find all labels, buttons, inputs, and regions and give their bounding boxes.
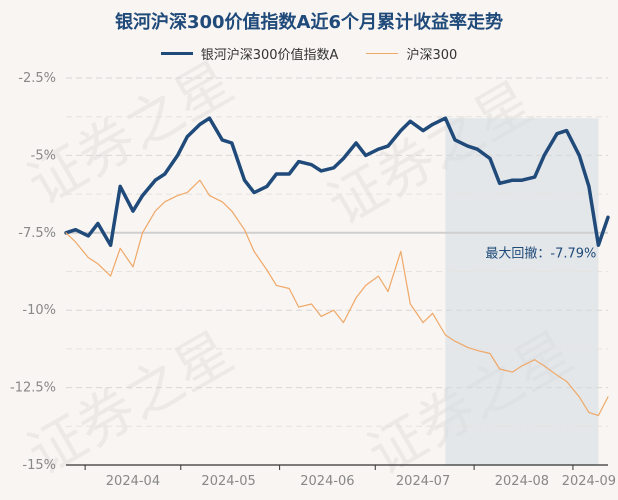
x-tick-label: 2024-07: [396, 474, 450, 489]
legend-label-fund: 银河沪深300价值指数A: [200, 48, 339, 63]
y-tick-label: -7.5%: [18, 226, 56, 241]
drawdown-layer: [445, 118, 599, 466]
y-tick-label: -5%: [31, 148, 56, 163]
x-tick-label: 2024-09: [562, 474, 616, 489]
y-tick-label: -15%: [22, 458, 56, 473]
legend-item-fund[interactable]: 银河沪深300价值指数A: [160, 44, 339, 63]
axis-layer: -2.5% -5% -7.5% -10% -12.5% -15% 2024-04 2024-0…: [10, 71, 616, 489]
legend-item-index[interactable]: 沪深300: [366, 44, 457, 63]
grid-layer: [66, 77, 608, 427]
chart-title: 银河沪深300价值指数A近6个月累计收益率走势: [114, 12, 504, 33]
series-line-index: [65, 179, 609, 417]
legend-swatch-fund: [160, 52, 193, 55]
y-tick-label: -10%: [22, 303, 56, 318]
y-tick-label: -12.5%: [10, 381, 56, 396]
max-drawdown-label: 最大回撤：-7.79%: [485, 246, 596, 262]
legend-swatch-index: [366, 53, 399, 54]
legend: 银河沪深300价值指数A 沪深300: [0, 44, 618, 63]
x-tick-label: 2024-08: [495, 474, 549, 489]
x-tick-label: 2024-05: [201, 474, 255, 489]
y-tick-label: -2.5%: [18, 71, 56, 86]
series-line-fund: [64, 116, 610, 247]
drawdown-band: [445, 118, 599, 466]
series-layer: [64, 116, 610, 417]
x-tick-label: 2024-06: [300, 474, 354, 489]
legend-label-index: 沪深300: [406, 48, 458, 63]
x-tick-label: 2024-04: [106, 474, 160, 489]
label-layer: 最大回撤：-7.79%: [485, 246, 596, 262]
